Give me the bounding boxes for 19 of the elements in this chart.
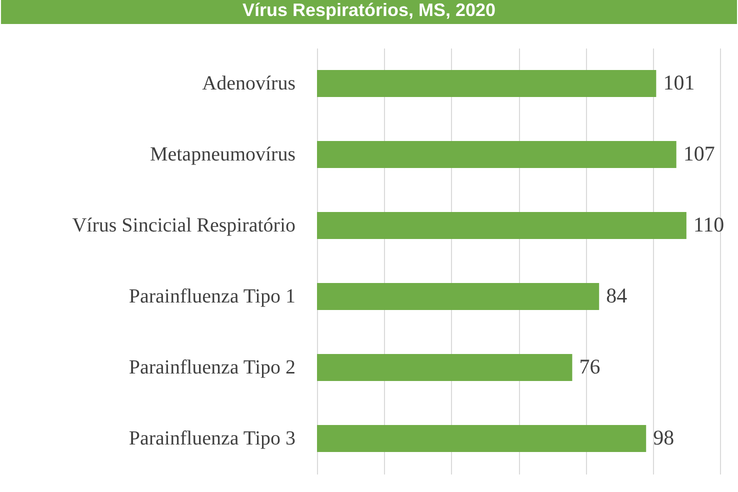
bar [317,354,572,381]
bar [317,283,600,310]
y-tick-label: Parainfluenza Tipo 1 [128,286,296,308]
y-tick-label: Vírus Sincicial Respiratório [72,214,296,236]
bar [317,425,646,452]
data-label: 76 [579,354,600,378]
y-tick-label: Metapneumovírus [150,144,296,166]
y-tick-label: Parainfluenza Tipo 3 [128,428,296,450]
data-label: 84 [606,284,628,308]
y-tick-label: Parainfluenza Tipo 2 [128,356,296,378]
data-label: 98 [653,426,674,450]
bar [317,70,656,97]
data-label: 110 [693,212,724,236]
y-tick-label: Adenovírus [202,72,296,94]
data-label: 107 [683,142,715,166]
data-label: 101 [663,70,695,94]
bar [317,212,686,239]
chart-title: Vírus Respiratórios, MS, 2020 [1,0,737,24]
bar [317,141,676,168]
